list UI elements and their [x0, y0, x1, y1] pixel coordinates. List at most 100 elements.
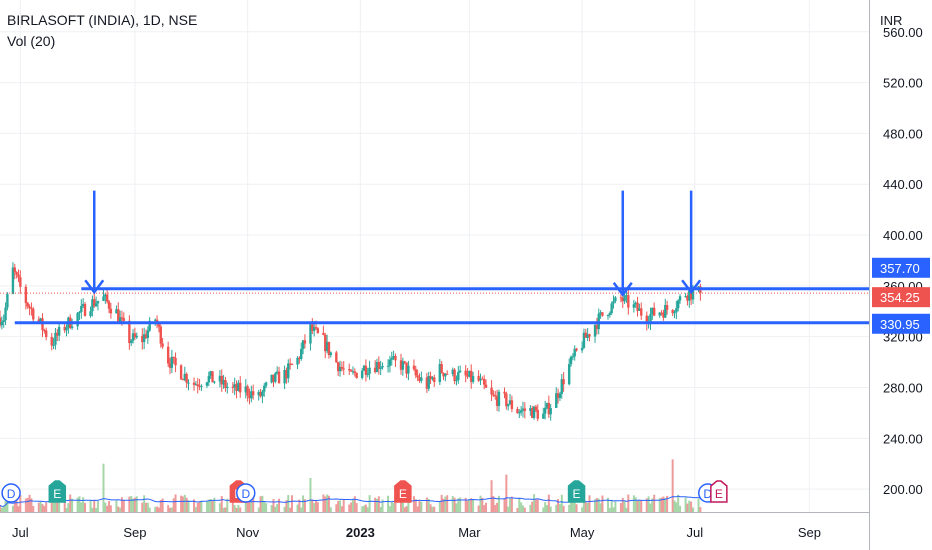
price-badges: 357.70 354.25 330.95 [872, 257, 930, 334]
candle [231, 386, 235, 388]
candle [257, 391, 260, 396]
volume-bar [19, 495, 22, 512]
volume-bar [433, 506, 436, 512]
candle [582, 332, 586, 348]
volume-bar [84, 502, 87, 512]
volume-bar [167, 505, 170, 512]
candle [181, 379, 185, 381]
candle [148, 320, 151, 331]
volume-bar [388, 506, 391, 512]
volume-bar [453, 497, 456, 512]
volume-bar [263, 501, 266, 512]
volume-bar [570, 496, 573, 512]
earnings-marker-label: E [573, 487, 581, 501]
volume-bar [63, 500, 66, 512]
x-tick-label: Nov [236, 525, 260, 540]
volume-bar [673, 500, 676, 512]
volume-indicator-label[interactable]: Vol (20) [7, 33, 56, 49]
candle [159, 326, 162, 344]
dividend-marker-label: D [703, 487, 712, 501]
volume-bar [337, 500, 340, 512]
candle [157, 324, 161, 327]
volume-bar [96, 500, 99, 512]
candle [458, 370, 462, 373]
volume-bar [93, 500, 96, 512]
candle [290, 364, 294, 366]
volume-bar [690, 501, 693, 512]
candle [198, 385, 201, 387]
candle [545, 403, 549, 408]
candle [584, 332, 588, 338]
candle [118, 317, 122, 323]
candle [115, 309, 118, 314]
volume-bar [442, 498, 445, 512]
candle [531, 408, 534, 418]
candle [207, 375, 211, 383]
candle [468, 370, 471, 377]
candle [688, 290, 691, 301]
volume-bar [259, 496, 262, 512]
candle [32, 308, 35, 320]
x-tick-label: May [570, 525, 595, 540]
candle [466, 375, 469, 377]
volume-bar [231, 494, 234, 512]
volume-bar [237, 504, 240, 512]
volume-bar [444, 496, 447, 512]
currency-label[interactable]: INR [880, 13, 903, 28]
candle [412, 365, 416, 370]
volume-bar [235, 507, 238, 512]
volume-bars [0, 459, 702, 512]
volume-bar [414, 499, 417, 512]
candle [340, 366, 344, 369]
candle [477, 376, 480, 381]
candle [11, 267, 15, 294]
volume-bar [606, 497, 609, 512]
volume-bar [185, 497, 188, 512]
y-tick-label: 480.00 [883, 126, 923, 141]
candle [283, 370, 286, 384]
price-badge [872, 257, 930, 278]
volume-bar [180, 495, 183, 512]
volume-bar [431, 506, 434, 512]
volume-bar [562, 505, 565, 512]
candle [534, 406, 538, 411]
candle [479, 378, 482, 381]
volume-bar [599, 503, 602, 512]
volume-bar [405, 506, 408, 512]
volume-bar [15, 499, 18, 512]
candle [224, 380, 227, 388]
volume-bar [497, 495, 500, 512]
volume-bar [174, 494, 177, 512]
candle [588, 334, 591, 337]
candle [662, 312, 665, 318]
volume-bar [429, 504, 432, 512]
volume-bar [154, 506, 157, 512]
candle [684, 296, 687, 298]
volume-bar [58, 496, 61, 512]
earnings-marker [710, 480, 728, 503]
x-tick-label: Mar [458, 525, 481, 540]
candle [470, 370, 473, 382]
candle [0, 317, 2, 326]
volume-bar [4, 500, 7, 512]
candle [508, 400, 512, 405]
volume-bar [638, 499, 641, 512]
volume-bar [351, 499, 354, 512]
candle [56, 332, 59, 336]
candle [93, 299, 96, 307]
volume-bar [634, 497, 637, 512]
volume-bar [403, 507, 406, 512]
volume-bar [316, 502, 319, 512]
volume-bar [71, 498, 74, 512]
candle [104, 294, 107, 297]
candle [543, 407, 547, 414]
earnings-marker [567, 480, 586, 503]
volume-bar [625, 507, 628, 512]
volume-bar [368, 495, 371, 512]
candle [259, 391, 262, 397]
volume-bar [106, 505, 109, 512]
candle [272, 374, 275, 382]
volume-bar [364, 504, 367, 512]
symbol-title[interactable]: BIRLASOFT (INDIA), 1D, NSE [7, 12, 198, 28]
